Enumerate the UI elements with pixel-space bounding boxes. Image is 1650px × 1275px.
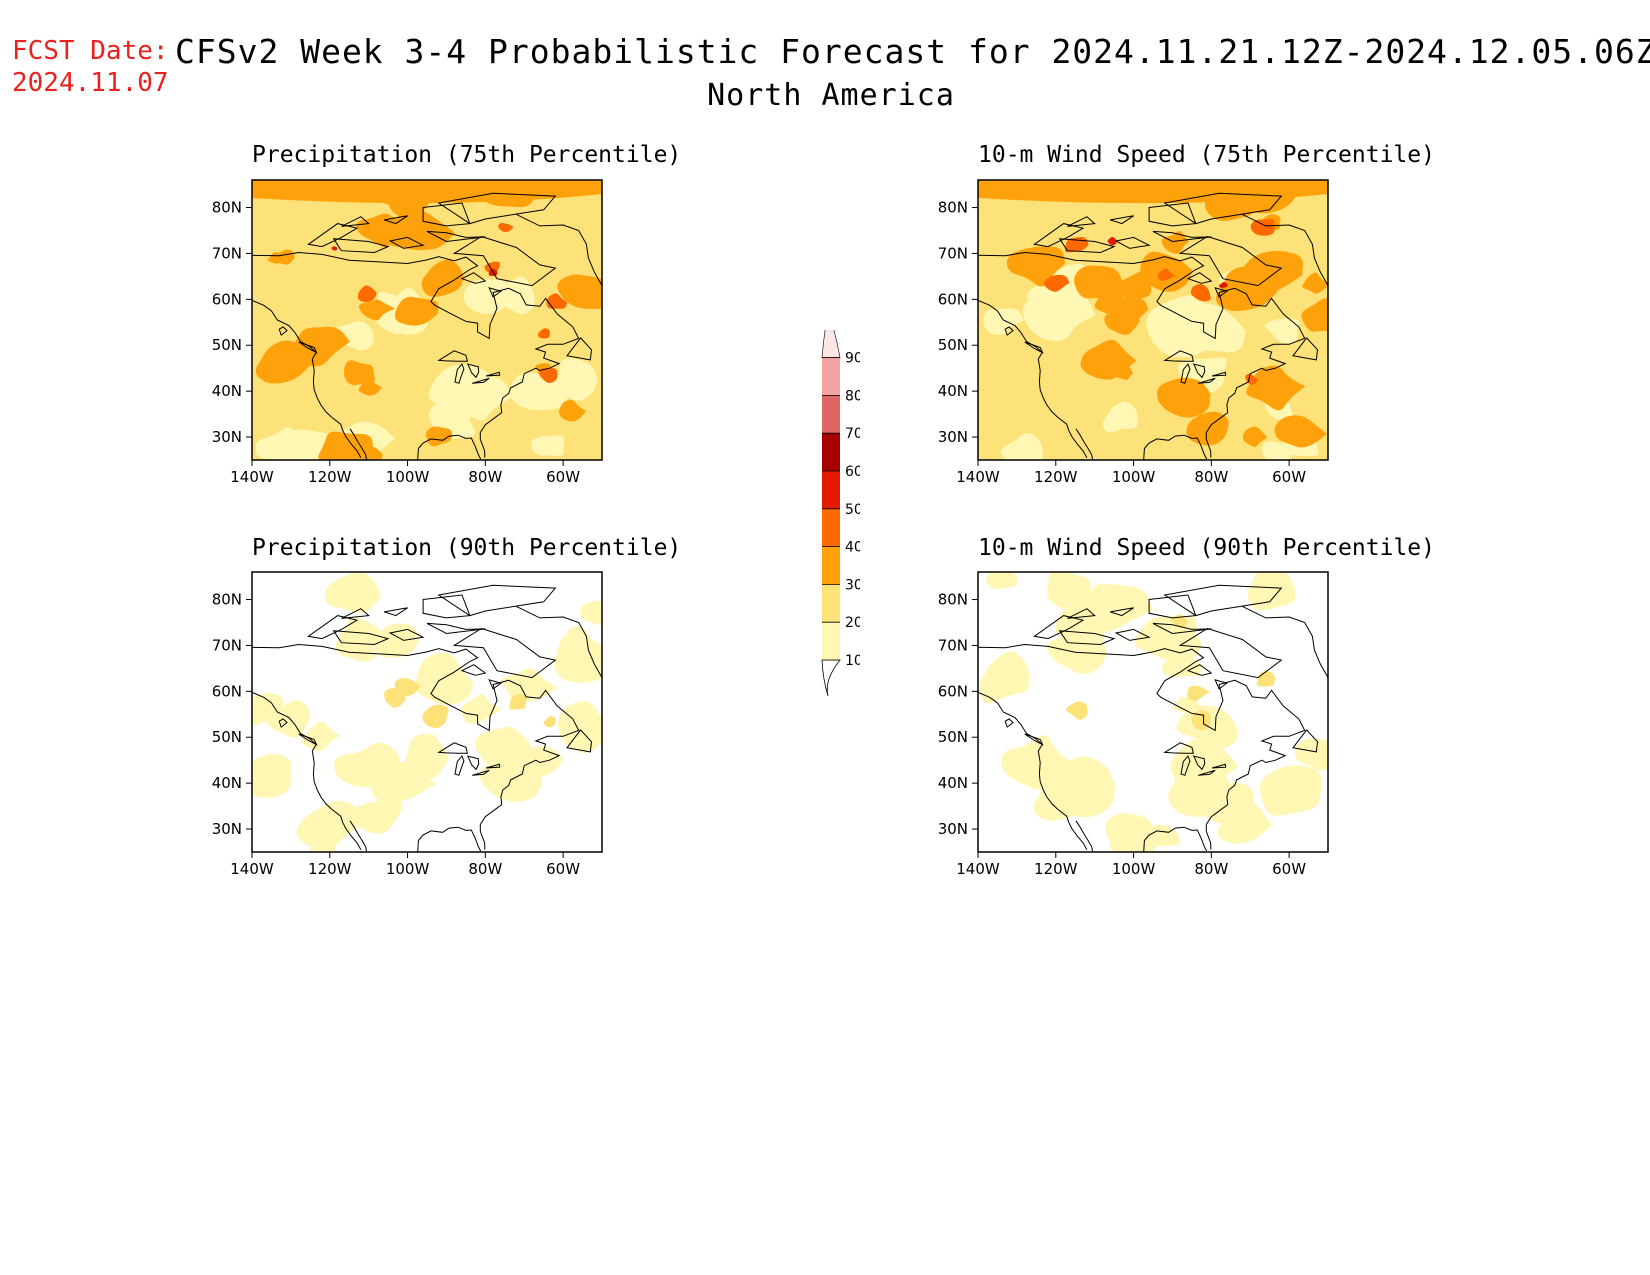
lat-tick-label: 60N — [212, 290, 242, 308]
lat-tick-label: 40N — [212, 774, 242, 792]
lat-tick-label: 80N — [212, 199, 242, 217]
fcst-date-value: 2024.11.07 — [12, 68, 169, 98]
colorbar-swatch — [822, 546, 840, 585]
lon-tick-label: 80W — [468, 860, 502, 878]
lon-tick-label: 80W — [1194, 860, 1228, 878]
panel-title-precip-75: Precipitation (75th Percentile) — [252, 142, 682, 168]
lon-tick-label: 140W — [956, 860, 1000, 878]
lat-tick-label: 80N — [938, 199, 968, 217]
lon-tick-label: 60W — [1272, 468, 1306, 486]
lat-tick-label: 40N — [938, 382, 968, 400]
lat-tick-label: 70N — [938, 244, 968, 262]
panel-title-wind-90: 10-m Wind Speed (90th Percentile) — [978, 535, 1435, 561]
main-title: CFSv2 Week 3-4 Probabilistic Forecast fo… — [175, 32, 1650, 71]
map-frame — [977, 571, 1329, 853]
lon-tick-label: 60W — [546, 860, 580, 878]
map-wind-90: 80N 70N 60N 50N 40N 30N 140W 120W 100W 80W 60W — [938, 571, 1329, 878]
lon-tick-label: 100W — [386, 468, 430, 486]
lat-tick-label: 70N — [212, 636, 242, 654]
lon-tick-label: 80W — [1194, 468, 1228, 486]
lon-tick-label: 120W — [1034, 468, 1078, 486]
probability-field — [978, 572, 1328, 852]
colorbar-label: 10 — [845, 653, 860, 669]
lat-tick-label: 60N — [938, 290, 968, 308]
colorbar-label: 50 — [845, 502, 860, 518]
lat-tick-label: 30N — [212, 428, 242, 446]
colorbar-swatch — [822, 433, 840, 471]
map-frame — [251, 571, 603, 853]
panel-title-wind-75: 10-m Wind Speed (75th Percentile) — [978, 142, 1435, 168]
colorbar: 10 20 30 40 50 60 70 80 90 — [821, 330, 860, 697]
colorbar-label: 80 — [845, 388, 860, 404]
lon-tick-label: 100W — [1112, 860, 1156, 878]
map-precip-75: 80N 70N 60N 50N 40N 30N 140W 120W 100W 80W 60W — [212, 179, 603, 486]
colorbar-label: 30 — [845, 577, 860, 593]
lat-tick-label: 70N — [212, 244, 242, 262]
map-precip-90: 80N 70N 60N 50N 40N 30N 140W 120W 100W 80W 60W — [212, 571, 603, 878]
coastlines — [978, 583, 1328, 852]
colorbar-swatch — [822, 584, 840, 623]
map-frame — [977, 179, 1329, 461]
colorbar-swatch — [822, 471, 840, 509]
lon-tick-label: 120W — [308, 468, 352, 486]
colorbar-label: 40 — [845, 540, 860, 556]
colorbar-label: 60 — [845, 464, 860, 480]
lon-tick-label: 100W — [1112, 468, 1156, 486]
coastlines — [252, 583, 602, 852]
lon-tick-label: 140W — [230, 468, 274, 486]
probability-field — [978, 180, 1328, 460]
panel-title-precip-90: Precipitation (90th Percentile) — [252, 535, 682, 561]
lon-tick-label: 80W — [468, 468, 502, 486]
lat-tick-label: 70N — [938, 636, 968, 654]
colorbar-top-cap — [821, 330, 841, 358]
lon-tick-label: 120W — [308, 860, 352, 878]
colorbar-swatch — [822, 357, 840, 396]
lat-tick-label: 60N — [212, 682, 242, 700]
lat-tick-label: 30N — [938, 428, 968, 446]
lon-tick-label: 100W — [386, 860, 430, 878]
lon-tick-label: 60W — [546, 468, 580, 486]
lat-tick-label: 60N — [938, 682, 968, 700]
probability-field — [252, 572, 602, 852]
coastlines — [252, 191, 602, 460]
lat-tick-label: 50N — [938, 728, 968, 746]
colorbar-label: 70 — [845, 426, 860, 442]
lat-tick-label: 30N — [212, 820, 242, 838]
region-subtitle: North America — [707, 78, 955, 113]
lon-tick-label: 60W — [1272, 860, 1306, 878]
lat-tick-label: 40N — [212, 382, 242, 400]
colorbar-swatch — [822, 622, 840, 660]
colorbar-swatch — [822, 395, 840, 434]
lat-tick-label: 40N — [938, 774, 968, 792]
lat-tick-label: 50N — [212, 728, 242, 746]
colorbar-bottom-cap — [821, 659, 841, 697]
lat-tick-label: 30N — [938, 820, 968, 838]
map-frame — [251, 179, 603, 461]
coastlines — [978, 191, 1328, 460]
lat-tick-label: 50N — [212, 336, 242, 354]
fcst-date-label: FCST Date: — [12, 36, 169, 66]
probability-field — [252, 180, 602, 460]
map-wind-75: 80N 70N 60N 50N 40N 30N 140W 120W 100W 80W 60W — [938, 179, 1329, 486]
colorbar-label: 90 — [845, 351, 860, 367]
lat-tick-label: 80N — [938, 591, 968, 609]
lat-tick-label: 50N — [938, 336, 968, 354]
lon-tick-label: 120W — [1034, 860, 1078, 878]
lon-tick-label: 140W — [956, 468, 1000, 486]
colorbar-label: 20 — [845, 615, 860, 631]
lon-tick-label: 140W — [230, 860, 274, 878]
lat-tick-label: 80N — [212, 591, 242, 609]
colorbar-swatch — [822, 508, 840, 547]
